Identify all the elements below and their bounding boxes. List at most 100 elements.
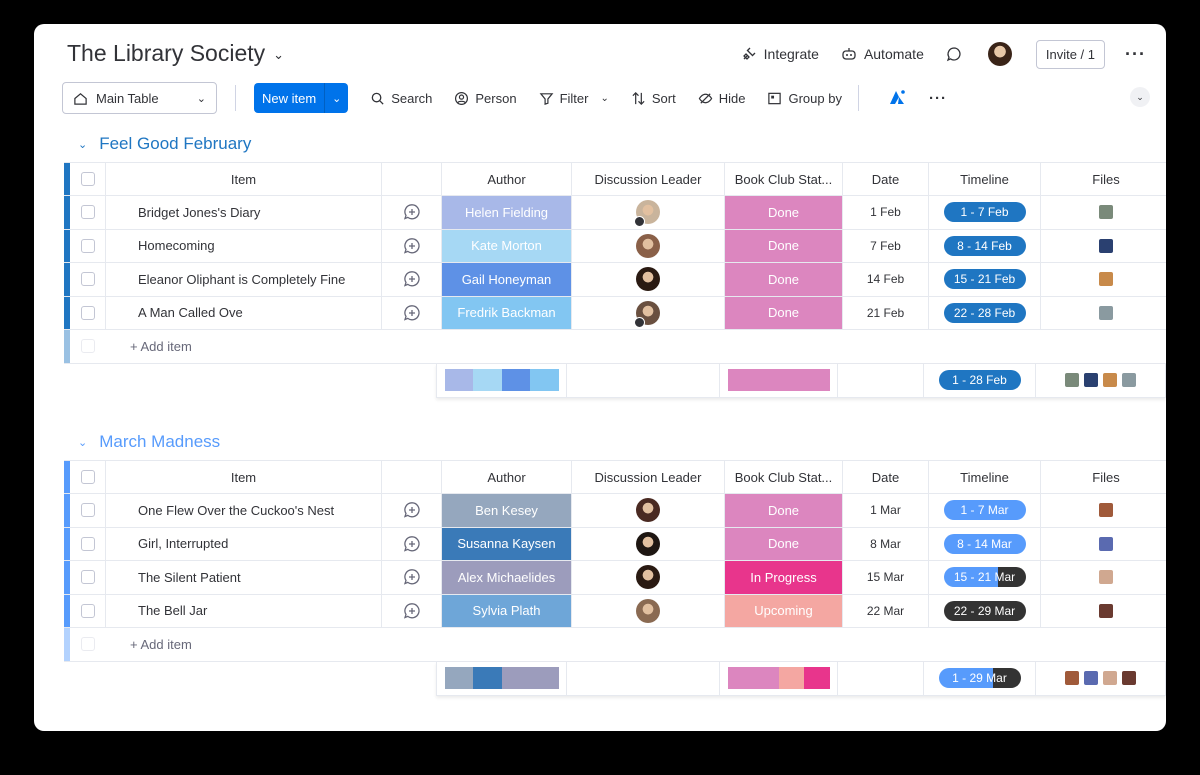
leader-avatar[interactable] xyxy=(636,498,660,523)
collapse-icon[interactable]: ⌄ xyxy=(1130,87,1150,107)
add-item-row[interactable]: + Add item xyxy=(64,330,1166,364)
item-name[interactable]: Girl, Interrupted xyxy=(106,527,382,560)
files-cell[interactable] xyxy=(1041,528,1166,561)
item-name[interactable]: The Silent Patient xyxy=(106,561,382,594)
column-files[interactable]: Files xyxy=(1092,469,1120,485)
status-cell[interactable]: Done xyxy=(725,196,843,229)
file-thumbnail[interactable] xyxy=(1065,671,1079,685)
invite-button[interactable]: Invite / 1 xyxy=(1035,39,1106,69)
add-update-icon[interactable] xyxy=(382,229,442,262)
timeline-pill[interactable]: 8 - 14 Feb xyxy=(943,235,1026,256)
timeline-cell[interactable]: 1 - 7 Feb xyxy=(929,196,1041,229)
date-cell[interactable]: 8 Mar xyxy=(843,527,929,560)
row-checkbox[interactable] xyxy=(70,263,106,296)
file-thumbnail[interactable] xyxy=(1099,570,1113,585)
chevron-down-icon[interactable]: ⌄ xyxy=(273,47,285,62)
chevron-down-icon[interactable]: ⌄ xyxy=(324,83,348,113)
discussion-leader-cell[interactable] xyxy=(572,263,725,296)
author-cell[interactable]: Fredrik Backman xyxy=(442,296,572,329)
column-item[interactable]: Item xyxy=(106,461,382,493)
select-all-checkbox[interactable] xyxy=(70,163,106,195)
column-status[interactable]: Book Club Stat... xyxy=(725,163,843,195)
add-item-input[interactable]: + Add item xyxy=(130,338,192,354)
timeline-pill[interactable]: 15 - 21 Feb xyxy=(943,269,1026,290)
discussion-leader-cell[interactable] xyxy=(572,494,725,527)
date-cell[interactable]: 22 Mar xyxy=(843,594,929,627)
author-cell[interactable]: Alex Michaelides xyxy=(442,561,572,594)
file-thumbnail[interactable] xyxy=(1084,373,1098,387)
date-cell[interactable]: 1 Mar xyxy=(843,494,929,527)
date-cell[interactable]: 21 Feb xyxy=(843,296,929,329)
item-name[interactable]: The Bell Jar xyxy=(106,594,382,627)
author-cell[interactable]: Sylvia Plath xyxy=(442,594,572,627)
files-cell[interactable] xyxy=(1041,595,1166,628)
file-thumbnail[interactable] xyxy=(1122,373,1136,387)
row-checkbox[interactable] xyxy=(70,296,106,329)
leader-avatar[interactable] xyxy=(634,200,660,228)
files-cell[interactable] xyxy=(1041,230,1166,263)
row-checkbox[interactable] xyxy=(70,494,106,527)
item-name[interactable]: Eleanor Oliphant is Completely Fine xyxy=(106,263,382,296)
discussion-leader-cell[interactable] xyxy=(572,527,725,560)
view-selector[interactable]: Main Table ⌄ xyxy=(62,82,217,114)
files-cell[interactable] xyxy=(1041,263,1166,296)
timeline-cell[interactable]: 8 - 14 Feb xyxy=(929,229,1041,262)
status-cell[interactable]: Done xyxy=(725,296,843,329)
add-update-icon[interactable] xyxy=(382,494,442,527)
add-update-icon[interactable] xyxy=(382,527,442,560)
select-all-checkbox[interactable] xyxy=(70,461,106,493)
file-thumbnail[interactable] xyxy=(1103,373,1117,387)
column-date[interactable]: Date xyxy=(843,163,929,195)
leader-avatar[interactable] xyxy=(636,565,660,590)
chevron-down-icon[interactable]: ⌄ xyxy=(600,92,609,104)
timeline-cell[interactable]: 15 - 21 Feb xyxy=(929,263,1041,296)
table-row[interactable]: Bridget Jones's Diary Helen Fielding Don… xyxy=(64,196,1166,230)
file-thumbnail[interactable] xyxy=(1099,603,1113,618)
more-options-icon[interactable]: ··· xyxy=(1125,43,1146,64)
new-item-button[interactable]: New item ⌄ xyxy=(254,83,349,113)
timeline-cell[interactable]: 22 - 29 Mar xyxy=(929,594,1041,627)
status-cell[interactable]: Done xyxy=(725,229,843,262)
timeline-cell[interactable]: 15 - 21 Mar xyxy=(929,561,1041,594)
files-cell[interactable] xyxy=(1041,196,1166,229)
column-discussion-leader[interactable]: Discussion Leader xyxy=(572,163,725,195)
file-thumbnail[interactable] xyxy=(1099,503,1113,518)
timeline-cell[interactable]: 1 - 7 Mar xyxy=(929,494,1041,527)
table-row[interactable]: A Man Called Ove Fredrik Backman Done 21… xyxy=(64,296,1166,330)
discussion-leader-cell[interactable] xyxy=(572,196,725,229)
item-name[interactable]: Bridget Jones's Diary xyxy=(106,196,382,229)
file-thumbnail[interactable] xyxy=(1099,272,1113,287)
date-cell[interactable]: 14 Feb xyxy=(843,263,929,296)
file-thumbnail[interactable] xyxy=(1065,373,1079,387)
author-cell[interactable]: Gail Honeyman xyxy=(442,263,572,296)
item-name[interactable]: A Man Called Ove xyxy=(106,296,382,329)
file-thumbnail[interactable] xyxy=(1103,671,1117,685)
table-row[interactable]: The Silent Patient Alex Michaelides In P… xyxy=(64,561,1166,595)
new-item-label[interactable]: New item xyxy=(262,90,317,106)
add-item-row[interactable]: + Add item xyxy=(64,628,1166,662)
column-discussion-leader[interactable]: Discussion Leader xyxy=(572,461,725,493)
column-date[interactable]: Date xyxy=(843,461,929,493)
add-item-input[interactable]: + Add item xyxy=(130,636,192,652)
table-row[interactable]: One Flew Over the Cuckoo's Nest Ben Kese… xyxy=(64,494,1166,528)
discussion-leader-cell[interactable] xyxy=(572,594,725,627)
timeline-pill[interactable]: 1 - 7 Mar xyxy=(943,500,1026,521)
files-cell[interactable] xyxy=(1041,494,1166,527)
add-update-icon[interactable] xyxy=(382,296,442,329)
column-author[interactable]: Author xyxy=(442,461,572,493)
hide-button[interactable]: Hide xyxy=(698,91,745,106)
row-checkbox[interactable] xyxy=(70,561,106,594)
leader-avatar[interactable] xyxy=(636,531,660,556)
more-options-icon[interactable]: ··· xyxy=(928,89,947,107)
sort-button[interactable]: Sort xyxy=(631,91,676,106)
filter-button[interactable]: Filter ⌄ xyxy=(539,91,609,106)
table-row[interactable]: Eleanor Oliphant is Completely Fine Gail… xyxy=(64,263,1166,297)
timeline-pill[interactable]: 22 - 29 Mar xyxy=(943,600,1026,621)
item-name[interactable]: Homecoming xyxy=(106,229,382,262)
author-cell[interactable]: Helen Fielding xyxy=(442,196,572,229)
updates-button[interactable] xyxy=(946,46,962,62)
timeline-pill[interactable]: 15 - 21 Mar xyxy=(943,567,1026,588)
discussion-leader-cell[interactable] xyxy=(572,229,725,262)
file-thumbnail[interactable] xyxy=(1099,536,1113,551)
table-row[interactable]: The Bell Jar Sylvia Plath Upcoming 22 Ma… xyxy=(64,594,1166,628)
